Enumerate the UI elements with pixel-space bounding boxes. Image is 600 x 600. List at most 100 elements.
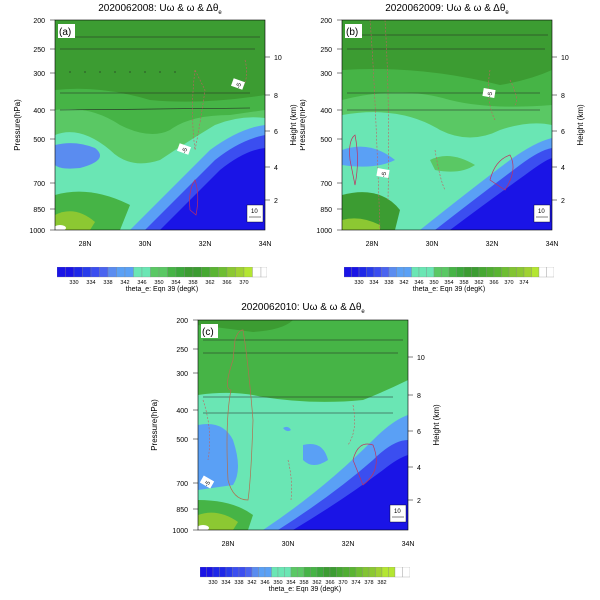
panel-c-contour-label: -5 xyxy=(204,480,212,488)
svg-text:342: 342 xyxy=(247,580,256,586)
svg-text:32N: 32N xyxy=(342,541,355,548)
svg-text:334: 334 xyxy=(86,280,95,286)
svg-text:6: 6 xyxy=(561,129,565,136)
colorbar-b-title: theta_e: Eqn 39 (degK) xyxy=(412,286,486,293)
svg-text:500: 500 xyxy=(33,137,45,144)
svg-text:34N: 34N xyxy=(546,241,559,248)
panel-c-title: 2020062010: Uω & ω & Δθe xyxy=(198,302,408,315)
panel-b-plot: (b) -5 -5 10 200 250 300 400 500 700 850… xyxy=(300,18,585,248)
svg-text:362: 362 xyxy=(205,280,214,286)
svg-text:358: 358 xyxy=(459,280,468,286)
panel-c-title-text: 2020062010: Uω & ω & Δθ xyxy=(241,302,362,313)
svg-text:8: 8 xyxy=(561,93,565,100)
svg-text:374: 374 xyxy=(351,580,360,586)
svg-text:34N: 34N xyxy=(402,541,415,548)
svg-text:850: 850 xyxy=(320,207,332,214)
svg-text:334: 334 xyxy=(221,580,230,586)
panel-c-ref-vector: 10 xyxy=(394,509,401,515)
svg-text:362: 362 xyxy=(312,580,321,586)
svg-text:28N: 28N xyxy=(366,241,379,248)
svg-text:30N: 30N xyxy=(139,241,152,248)
svg-text:370: 370 xyxy=(338,580,347,586)
svg-text:378: 378 xyxy=(364,580,373,586)
svg-text:250: 250 xyxy=(33,47,45,54)
panel-b-contour-label-2: -5 xyxy=(381,171,388,178)
svg-text:350: 350 xyxy=(154,280,163,286)
colorbar-c-title: theta_e: Eqn 39 (degK) xyxy=(268,586,342,593)
panel-a-title: 2020062008: Uω & ω & Δθe xyxy=(55,3,265,16)
svg-text:370: 370 xyxy=(239,280,248,286)
svg-text:250: 250 xyxy=(176,347,188,354)
panel-b-title-sub: e xyxy=(505,10,509,16)
colorbar-b: 330 334 338 342 346 350 354 358 362 366 370 374 the… xyxy=(343,266,555,293)
svg-text:10: 10 xyxy=(274,55,282,62)
svg-text:30N: 30N xyxy=(282,541,295,548)
svg-text:358: 358 xyxy=(188,280,197,286)
svg-text:1000: 1000 xyxy=(29,228,45,235)
svg-text:346: 346 xyxy=(137,280,146,286)
panel-a-title-sub: e xyxy=(218,10,222,16)
svg-text:350: 350 xyxy=(273,580,282,586)
panel-a-contour-label: -5 xyxy=(236,82,244,90)
svg-text:700: 700 xyxy=(320,181,332,188)
panel-b-title-text: 2020062009: Uω & ω & Δθ xyxy=(385,3,506,14)
svg-text:6: 6 xyxy=(274,129,278,136)
panel-b-ref-vector: 10 xyxy=(538,209,545,215)
panel-b-lat-ticks: 28N 30N 32N 34N xyxy=(366,241,559,248)
panel-c-y2label: Height (km) xyxy=(432,404,441,446)
panel-a-y2label: Height (km) xyxy=(289,104,298,146)
svg-text:400: 400 xyxy=(320,108,332,115)
svg-text:300: 300 xyxy=(33,71,45,78)
svg-text:374: 374 xyxy=(519,280,528,286)
svg-text:32N: 32N xyxy=(199,241,212,248)
svg-text:32N: 32N xyxy=(486,241,499,248)
svg-text:850: 850 xyxy=(33,207,45,214)
svg-text:200: 200 xyxy=(33,18,45,25)
svg-text:346: 346 xyxy=(414,280,423,286)
panel-a-label: (a) xyxy=(59,27,71,38)
svg-text:330: 330 xyxy=(354,280,363,286)
colorbar-a: 330 334 338 342 346 350 354 358 362 366 370 theta_… xyxy=(56,266,268,293)
svg-text:8: 8 xyxy=(274,93,278,100)
svg-text:366: 366 xyxy=(489,280,498,286)
panel-c-lat-ticks: 28N 30N 32N 34N xyxy=(222,541,415,548)
panel-c-title-sub: e xyxy=(361,309,365,315)
panel-a-title-text: 2020062008: Uω & ω & Δθ xyxy=(98,3,219,14)
svg-text:8: 8 xyxy=(417,393,421,400)
panel-b-title: 2020062009: Uω & ω & Δθe xyxy=(342,3,552,16)
svg-text:250: 250 xyxy=(320,47,332,54)
svg-text:338: 338 xyxy=(103,280,112,286)
panel-a-ref-vector: 10 xyxy=(251,209,258,215)
svg-text:2: 2 xyxy=(274,198,278,205)
svg-text:4: 4 xyxy=(417,465,421,472)
panel-c-height-ticks: 10 8 6 4 2 xyxy=(417,355,425,505)
panel-a-height-ticks: 10 8 6 4 2 xyxy=(274,55,282,205)
colorbar-a-title: theta_e: Eqn 39 (degK) xyxy=(125,286,199,293)
svg-text:334: 334 xyxy=(369,280,378,286)
svg-text:700: 700 xyxy=(176,481,188,488)
svg-text:850: 850 xyxy=(176,507,188,514)
panel-b-pressure-ticks: 200 250 300 400 500 700 850 1000 xyxy=(316,18,332,235)
svg-text:10: 10 xyxy=(561,55,569,62)
svg-text:382: 382 xyxy=(377,580,386,586)
svg-text:2: 2 xyxy=(561,198,565,205)
svg-text:300: 300 xyxy=(320,71,332,78)
svg-text:400: 400 xyxy=(176,408,188,415)
svg-text:366: 366 xyxy=(222,280,231,286)
svg-text:354: 354 xyxy=(444,280,453,286)
panel-b-y2label: Height (km) xyxy=(576,104,585,146)
svg-text:354: 354 xyxy=(171,280,180,286)
panel-a-contour-label-2: -5 xyxy=(182,147,190,155)
svg-text:338: 338 xyxy=(234,580,243,586)
panel-b-contour-label: -5 xyxy=(487,91,494,98)
panel-a-lat-ticks: 28N 30N 32N 34N xyxy=(79,241,272,248)
svg-text:500: 500 xyxy=(320,137,332,144)
panel-c-ylabel: Pressure(hPa) xyxy=(150,399,159,451)
svg-text:200: 200 xyxy=(320,18,332,25)
svg-text:330: 330 xyxy=(208,580,217,586)
svg-text:400: 400 xyxy=(33,108,45,115)
svg-text:338: 338 xyxy=(384,280,393,286)
svg-text:300: 300 xyxy=(176,371,188,378)
svg-text:28N: 28N xyxy=(222,541,235,548)
svg-text:30N: 30N xyxy=(426,241,439,248)
